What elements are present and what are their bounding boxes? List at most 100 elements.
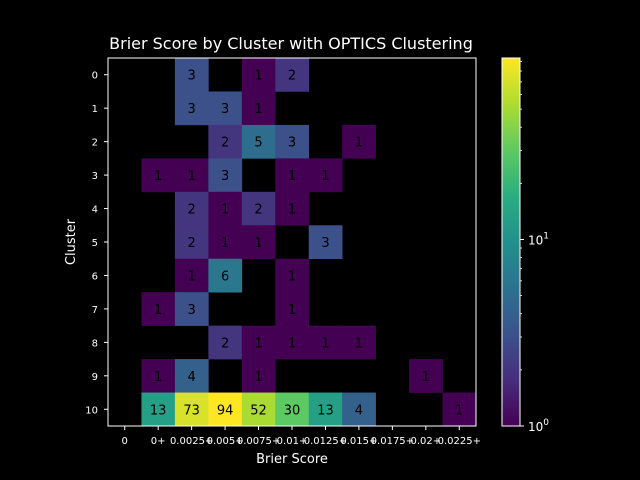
cell-value-label: 1 bbox=[154, 303, 162, 318]
cell-value-label: 1 bbox=[288, 203, 296, 218]
cell-value-label: 2 bbox=[221, 136, 229, 151]
heatmap-cell bbox=[141, 359, 176, 393]
y-tick-label: 4 bbox=[92, 205, 98, 216]
heatmap-cell bbox=[308, 225, 343, 260]
heatmap-cell bbox=[241, 91, 276, 126]
cell-value-label: 3 bbox=[187, 102, 195, 117]
heatmap-cell bbox=[208, 158, 243, 193]
cell-value-label: 1 bbox=[355, 136, 363, 151]
heatmap-cell bbox=[275, 58, 310, 92]
x-tick-label: 0+ bbox=[151, 436, 166, 447]
cell-value-label: 6 bbox=[221, 269, 229, 284]
heatmap-cell bbox=[275, 325, 310, 360]
x-tick-label: 0.0175+ bbox=[371, 436, 414, 447]
cell-value-label: 3 bbox=[187, 303, 195, 318]
cell-value-label: 4 bbox=[187, 370, 195, 385]
heatmap-cell bbox=[308, 158, 343, 193]
heatmap-cell bbox=[342, 124, 376, 159]
cell-value-label: 1 bbox=[254, 69, 262, 84]
heatmap-cell bbox=[241, 325, 276, 360]
x-axis-label: Brier Score bbox=[256, 452, 328, 467]
heatmap-cell bbox=[174, 258, 209, 293]
y-tick-label: 2 bbox=[92, 138, 98, 149]
x-axis-ticks: 0 0+ 0.0025+0.005+0.0075+0.01+0.0125+0.015… bbox=[122, 426, 481, 447]
cell-value-label: 1 bbox=[154, 169, 162, 184]
cell-value-label: 1 bbox=[187, 269, 195, 284]
heatmap-cell bbox=[174, 191, 209, 226]
cell-value-label: 1 bbox=[288, 336, 296, 351]
heatmap-cell bbox=[241, 58, 276, 92]
heatmap-cell bbox=[174, 392, 209, 427]
heatmap-cell bbox=[342, 325, 376, 360]
heatmap-cell bbox=[208, 325, 243, 360]
cell-value-label: 94 bbox=[217, 403, 234, 418]
y-tick-label: 1 bbox=[92, 104, 98, 115]
cell-value-label: 1 bbox=[254, 236, 262, 251]
y-axis-ticks: 0 1 2 3 4 5 6 7 8 9 10 bbox=[85, 71, 108, 416]
cell-value-label: 3 bbox=[321, 236, 329, 251]
y-axis-label: Cluster bbox=[64, 218, 79, 265]
cell-value-label: 1 bbox=[321, 169, 329, 184]
heatmap-cell bbox=[208, 191, 243, 226]
heatmap-cell bbox=[141, 292, 176, 326]
x-tick-label: 0.0225+ bbox=[438, 436, 481, 447]
cell-value-label: 2 bbox=[187, 203, 195, 218]
heatmap-cell bbox=[174, 292, 209, 326]
y-tick-label: 8 bbox=[92, 338, 98, 349]
x-tick-label: 0.0125+ bbox=[304, 436, 347, 447]
cell-value-label: 13 bbox=[150, 403, 167, 418]
heatmap-cell bbox=[174, 359, 209, 393]
y-tick-label: 10 bbox=[85, 405, 98, 416]
heatmap-cell bbox=[275, 191, 310, 226]
heatmap-cell bbox=[342, 392, 376, 427]
cell-value-label: 4 bbox=[355, 403, 363, 418]
cell-value-label: 1 bbox=[355, 336, 363, 351]
heatmap-cell bbox=[241, 124, 276, 159]
x-tick-label: 0.005+ bbox=[207, 436, 244, 447]
cell-value-label: 1 bbox=[154, 370, 162, 385]
colorbar-tick-label: 101 bbox=[528, 231, 549, 247]
cell-value-label: 1 bbox=[288, 269, 296, 284]
cell-value-label: 1 bbox=[321, 336, 329, 351]
cell-value-label: 3 bbox=[288, 136, 296, 151]
heatmap-cell bbox=[275, 292, 310, 326]
heatmap-cell bbox=[241, 225, 276, 260]
cell-value-label: 2 bbox=[254, 203, 262, 218]
x-tick-label: 0.02+ bbox=[410, 436, 441, 447]
heatmap-cell bbox=[275, 392, 310, 427]
y-tick-label: 3 bbox=[92, 171, 98, 182]
cell-value-label: 3 bbox=[187, 69, 195, 84]
heatmap-cell bbox=[208, 91, 243, 126]
cell-value-label: 1 bbox=[455, 403, 463, 418]
heatmap-cell bbox=[241, 359, 276, 393]
heatmap-cell bbox=[174, 225, 209, 260]
heatmap-cell bbox=[308, 325, 343, 360]
heatmap-cell bbox=[141, 392, 176, 427]
heatmap-cell bbox=[208, 225, 243, 260]
colorbar-tick-label: 100 bbox=[528, 418, 549, 434]
heatmap-cell bbox=[241, 191, 276, 226]
cell-value-label: 2 bbox=[221, 336, 229, 351]
heatmap-cell bbox=[409, 359, 443, 393]
colorbar-gradient bbox=[501, 57, 521, 427]
x-tick-label: 0.0075+ bbox=[237, 436, 280, 447]
heatmap-cell bbox=[208, 124, 243, 159]
cell-value-label: 73 bbox=[183, 403, 200, 418]
cell-value-label: 1 bbox=[254, 370, 262, 385]
heatmap-cell bbox=[174, 158, 209, 193]
heatmap-cell bbox=[174, 58, 209, 92]
heatmap-cell bbox=[241, 392, 276, 427]
cell-value-label: 1 bbox=[422, 370, 430, 385]
cell-value-label: 1 bbox=[254, 336, 262, 351]
heatmap-cell bbox=[208, 392, 243, 427]
heatmap-cell bbox=[174, 91, 209, 126]
cell-value-label: 1 bbox=[187, 169, 195, 184]
cell-value-label: 3 bbox=[221, 102, 229, 117]
colorbar-ticks: 100 101 bbox=[520, 61, 549, 434]
cell-value-label: 5 bbox=[254, 136, 262, 151]
cell-value-label: 2 bbox=[187, 236, 195, 251]
x-tick-label: 0 bbox=[122, 436, 128, 447]
cell-value-label: 1 bbox=[221, 236, 229, 251]
cell-value-label: 1 bbox=[221, 203, 229, 218]
y-tick-label: 0 bbox=[92, 71, 98, 82]
